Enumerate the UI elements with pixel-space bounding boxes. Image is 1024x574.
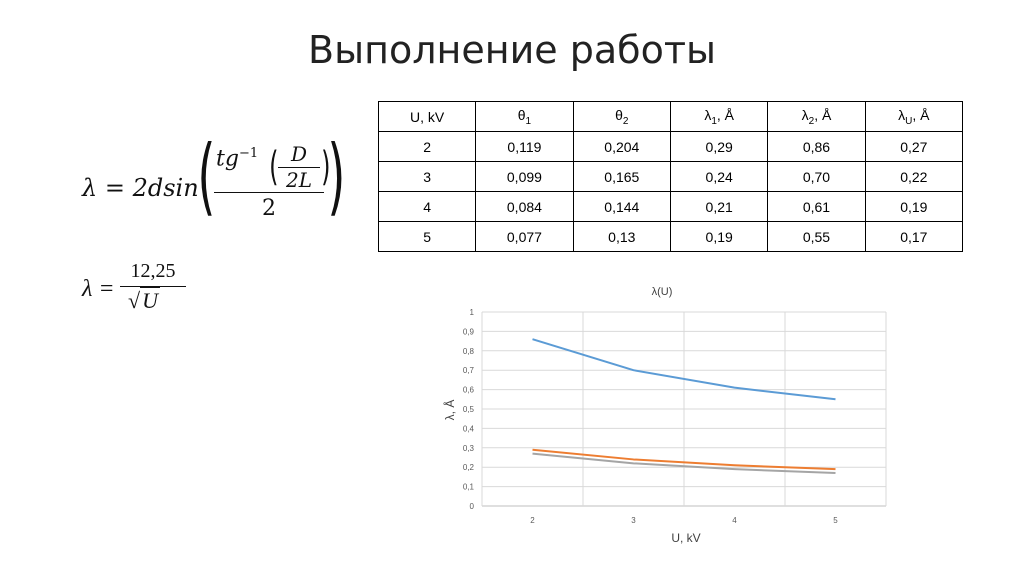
formula2-fraction-bar bbox=[120, 286, 186, 287]
y-tick-label: 0,6 bbox=[463, 386, 475, 395]
formula1-fraction-bar bbox=[214, 192, 324, 193]
y-axis-label: λ, Å bbox=[442, 400, 457, 421]
x-tick-label: 2 bbox=[530, 516, 535, 525]
table-cell: 0,204 bbox=[572, 131, 672, 162]
chart-grid bbox=[481, 311, 887, 507]
y-tick-label: 0,3 bbox=[463, 444, 475, 453]
header-main: λ bbox=[898, 106, 906, 123]
y-tick-label: 0,7 bbox=[463, 366, 475, 375]
header-tail: , Å bbox=[716, 106, 734, 123]
table-cell: 0,119 bbox=[475, 131, 574, 162]
table-cell: 0,144 bbox=[572, 191, 672, 222]
inner-right-paren: ) bbox=[321, 144, 331, 190]
header-sub: 1 bbox=[711, 115, 717, 127]
series-line-2 bbox=[532, 448, 836, 471]
sqrt-sign: √ bbox=[128, 288, 141, 313]
table-cell: 0,22 bbox=[864, 161, 964, 192]
x-axis-label: U, kV bbox=[671, 531, 700, 545]
table-row: 3 0,099 0,165 0,24 0,70 0,22 bbox=[377, 161, 964, 192]
table-cell: 0,27 bbox=[864, 131, 964, 162]
series-line-3 bbox=[532, 452, 836, 475]
table-cell: 0,099 bbox=[475, 161, 574, 192]
y-axis-ticks: 0 0,1 0,2 0,3 0,4 0,5 0,6 0,7 0,8 0,9 1 bbox=[463, 308, 475, 511]
series-line-1 bbox=[532, 338, 836, 401]
slide-title: Выполнение работы bbox=[308, 28, 716, 72]
formula1-sup: −1 bbox=[238, 146, 259, 161]
header-sub: 2 bbox=[622, 115, 629, 127]
y-tick-label: 0,1 bbox=[463, 483, 475, 492]
table-row: 4 0,084 0,144 0,21 0,61 0,19 bbox=[377, 191, 964, 222]
table-cell: 0,61 bbox=[767, 191, 866, 222]
header-sub: 2 bbox=[808, 115, 815, 127]
header-main: λ bbox=[704, 106, 712, 123]
table-row: 2 0,119 0,204 0,29 0,86 0,27 bbox=[377, 131, 964, 162]
formula1-tg: tg bbox=[216, 146, 239, 172]
inner-numerator: D bbox=[278, 142, 320, 168]
formula1-lhs: λ = 2dsin bbox=[82, 174, 199, 202]
y-tick-label: 0,9 bbox=[463, 327, 475, 336]
formula2-numerator: 12,25 bbox=[130, 260, 176, 282]
y-tick-label: 1 bbox=[470, 308, 475, 317]
formula2-lhs: λ = bbox=[82, 276, 115, 302]
formula2-denominator: √U bbox=[128, 287, 160, 314]
table-header-row: U, kV θ1 θ2 λ1, Å λ2, Å λU, Å bbox=[377, 101, 964, 132]
inner-left-paren: ( bbox=[269, 144, 279, 190]
table-cell: 0,077 bbox=[475, 221, 574, 252]
table-cell: 3 bbox=[377, 161, 477, 192]
header-cell: λU, Å bbox=[864, 101, 964, 132]
header-cell: θ2 bbox=[572, 101, 672, 132]
header-cell: U, kV bbox=[377, 101, 477, 132]
left-paren: ( bbox=[197, 127, 216, 225]
results-table: U, kV θ1 θ2 λ1, Å λ2, Å λU, Å 2 0,119 0,… bbox=[377, 101, 964, 252]
table-cell: 0,21 bbox=[669, 191, 769, 222]
chart-series bbox=[532, 338, 836, 475]
wavelength-formula: λ = 12,25 √U bbox=[82, 258, 202, 322]
table-cell: 0,70 bbox=[767, 161, 866, 192]
x-tick-label: 3 bbox=[631, 516, 636, 525]
y-tick-label: 0,5 bbox=[463, 405, 475, 414]
header-main: U, kV bbox=[409, 108, 445, 125]
x-tick-label: 4 bbox=[732, 516, 737, 525]
table-cell: 0,24 bbox=[669, 161, 769, 192]
header-tail: , Å bbox=[814, 106, 832, 123]
table-cell: 0,19 bbox=[864, 191, 964, 222]
bragg-formula: λ = 2dsin ( tg−1 ( D 2L ) 2 ) bbox=[82, 134, 352, 240]
table-cell: 5 bbox=[377, 221, 477, 252]
table-cell: 2 bbox=[377, 131, 477, 162]
y-tick-label: 0,2 bbox=[463, 463, 475, 472]
header-sub: U bbox=[905, 115, 913, 127]
header-cell: λ2, Å bbox=[767, 101, 866, 132]
header-main: θ bbox=[517, 106, 526, 123]
table-cell: 0,13 bbox=[572, 221, 672, 252]
formula1-numerator: tg−1 ( D 2L ) bbox=[216, 142, 330, 192]
formula1-denominator: 2 bbox=[262, 196, 276, 221]
table-cell: 0,165 bbox=[572, 161, 672, 192]
inner-fraction: D 2L bbox=[278, 142, 320, 192]
formula2-radicand: U bbox=[140, 287, 160, 313]
y-tick-label: 0,4 bbox=[463, 424, 475, 433]
table-cell: 0,86 bbox=[767, 131, 866, 162]
header-tail: , Å bbox=[912, 106, 930, 123]
header-sub: 1 bbox=[525, 115, 532, 127]
table-cell: 4 bbox=[377, 191, 477, 222]
inner-denominator: 2L bbox=[285, 168, 312, 192]
y-tick-label: 0 bbox=[470, 502, 475, 511]
table-row: 5 0,077 0,13 0,19 0,55 0,17 bbox=[377, 221, 964, 252]
table-cell: 0,17 bbox=[864, 221, 964, 252]
header-main: λ bbox=[801, 106, 809, 123]
y-tick-label: 0,8 bbox=[463, 347, 475, 356]
x-tick-label: 5 bbox=[833, 516, 838, 525]
table-cell: 0,19 bbox=[669, 221, 769, 252]
table-cell: 0,084 bbox=[475, 191, 574, 222]
header-main: θ bbox=[615, 106, 623, 123]
right-paren: ) bbox=[327, 127, 346, 225]
table-cell: 0,29 bbox=[669, 131, 769, 162]
header-cell: θ1 bbox=[475, 101, 574, 132]
chart-title: λ(U) bbox=[652, 286, 673, 298]
header-cell: λ1, Å bbox=[669, 101, 769, 132]
x-axis-ticks: 2 3 4 5 bbox=[530, 516, 838, 525]
table-cell: 0,55 bbox=[767, 221, 866, 252]
